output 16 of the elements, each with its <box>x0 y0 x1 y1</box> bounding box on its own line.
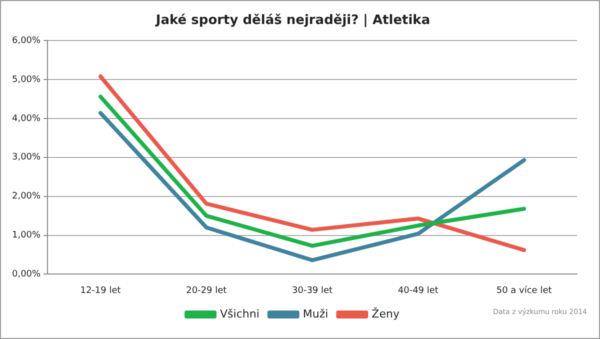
x-tick-label: 12-19 let <box>80 286 122 296</box>
legend-label: Všichni <box>220 307 260 320</box>
y-tick-label: 0,00% <box>12 270 42 280</box>
legend-label: Muži <box>302 307 328 320</box>
x-tick-label: 20-29 let <box>186 286 228 296</box>
y-tick-label: 1,00% <box>12 230 42 241</box>
y-tick-label: 2,00% <box>12 192 42 202</box>
y-tick-label: 5,00% <box>12 74 42 85</box>
chart-title: Jaké sporty děláš nejraději? | Atletika <box>154 13 430 28</box>
y-tick-label: 6,00% <box>12 36 42 46</box>
x-tick-label: 30-39 let <box>292 286 334 296</box>
legend-label: Ženy <box>372 306 400 320</box>
y-tick-label: 4,00% <box>12 114 42 124</box>
y-tick-label: 3,00% <box>12 152 42 163</box>
x-tick-label: 50 a více let <box>496 284 552 296</box>
x-tick-label: 40-49 let <box>398 286 439 296</box>
